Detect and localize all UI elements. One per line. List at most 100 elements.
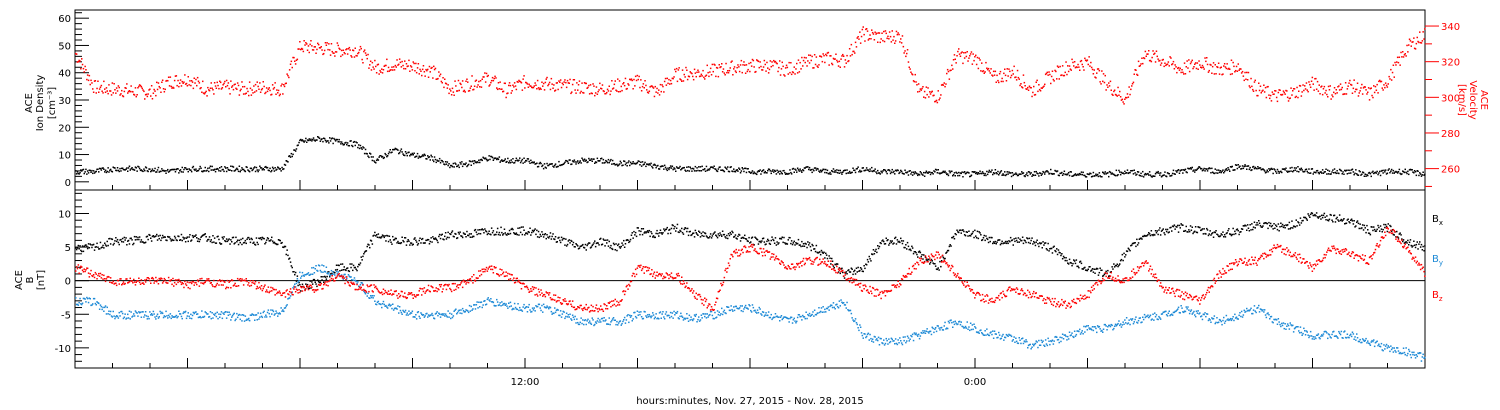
velocity-point [942, 84, 945, 86]
density-point [1276, 168, 1279, 171]
velocity-point [945, 83, 947, 85]
bx-point [922, 258, 924, 260]
bx-point [940, 260, 943, 262]
by-point [113, 315, 115, 317]
velocity-point [1040, 87, 1043, 89]
density-point [401, 151, 403, 153]
velocity-point [1366, 93, 1368, 95]
bx-point [748, 236, 750, 239]
velocity-point [840, 58, 842, 60]
density-point [855, 168, 858, 170]
bx-point [1409, 239, 1412, 241]
velocity-point [328, 43, 330, 45]
velocity-point [208, 89, 211, 92]
density-point [779, 170, 782, 172]
density-point [556, 165, 558, 168]
bx-point [401, 236, 403, 238]
bx-point [900, 240, 903, 242]
density-point [1218, 171, 1221, 174]
bx-point [1234, 230, 1236, 233]
density-point [229, 169, 231, 171]
bx-point [326, 275, 328, 278]
bx-point [662, 232, 664, 234]
by-point [93, 297, 96, 300]
density-point [654, 164, 656, 166]
density-point [933, 170, 935, 172]
velocity-point [1246, 71, 1248, 74]
bx-point [1292, 227, 1294, 229]
bx-point [410, 242, 413, 244]
bx-point [496, 227, 499, 230]
bx-point [720, 234, 722, 236]
velocity-point [1375, 89, 1378, 91]
velocity-point [225, 79, 228, 82]
velocity-point [949, 69, 951, 72]
density-point [999, 171, 1002, 173]
velocity-point [865, 28, 867, 31]
velocity-point [405, 63, 408, 65]
bx-point [1379, 230, 1381, 232]
bx-point [352, 269, 354, 272]
velocity-point [397, 64, 399, 66]
density-point [236, 168, 239, 171]
bx-point [1364, 227, 1366, 229]
density-point [1062, 172, 1065, 175]
velocity-point [1349, 79, 1351, 82]
bx-point [601, 243, 604, 245]
density-point [316, 139, 318, 141]
bx-point [1161, 229, 1164, 231]
bx-point [857, 266, 859, 269]
velocity-point [236, 82, 239, 84]
velocity-point [889, 35, 892, 38]
density-point [1262, 168, 1264, 170]
velocity-point [1398, 56, 1401, 58]
density-point [946, 173, 948, 176]
velocity-point [976, 56, 979, 59]
velocity-point [969, 55, 971, 57]
velocity-point [1075, 66, 1078, 68]
bx-point [458, 233, 460, 235]
density-point [234, 169, 236, 172]
velocity-point [1310, 80, 1313, 82]
velocity-point [1133, 73, 1135, 75]
bx-point [309, 280, 311, 282]
bx-point [557, 237, 559, 239]
velocity-point [627, 83, 629, 85]
velocity-point [161, 79, 164, 81]
density-point [131, 167, 133, 169]
density-point [167, 171, 170, 173]
bx-point [1006, 240, 1008, 243]
velocity-point [645, 84, 647, 87]
velocity-point [1140, 63, 1142, 65]
bx-point [286, 249, 288, 251]
velocity-point [806, 65, 808, 67]
density-point [608, 161, 610, 164]
velocity-point [727, 70, 729, 72]
bx-point [125, 237, 127, 239]
bx-point [923, 254, 925, 256]
bx-point [930, 258, 933, 261]
density-point [1213, 172, 1216, 175]
bx-point [169, 238, 172, 240]
density-point [712, 167, 714, 169]
velocity-point [1299, 85, 1302, 87]
bx-point [214, 242, 217, 244]
density-point [816, 167, 818, 170]
velocity-point [224, 80, 226, 83]
bx-point [183, 238, 185, 240]
bx-point [1020, 240, 1022, 242]
density-point [1361, 171, 1364, 173]
bx-point [911, 247, 914, 249]
bx-point [381, 236, 383, 238]
bx-point [1118, 264, 1120, 267]
velocity-point [216, 81, 218, 84]
bx-point [885, 237, 887, 239]
bx-point [1049, 248, 1051, 250]
density-point [1410, 169, 1412, 171]
velocity-point [87, 79, 90, 82]
bx-point [1219, 235, 1222, 237]
velocity-point [822, 53, 824, 55]
density-point [565, 159, 567, 162]
bx-point [831, 257, 833, 260]
density-point [148, 168, 150, 170]
